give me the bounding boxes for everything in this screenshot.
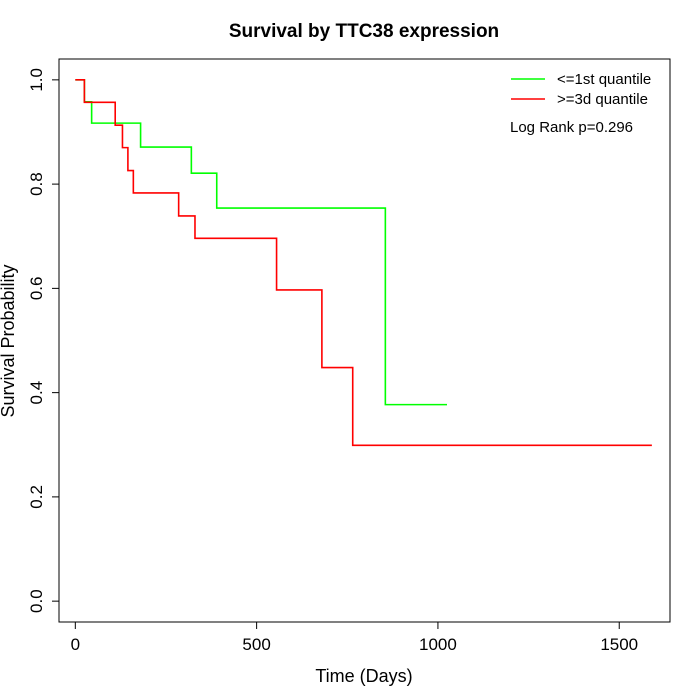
x-tick-label: 500 — [242, 635, 270, 654]
series-line-low-expression — [75, 79, 447, 406]
log-rank-annotation: Log Rank p=0.296 — [510, 119, 633, 136]
y-tick-label: 0.6 — [27, 277, 46, 301]
plot-frame — [58, 58, 671, 623]
y-tick-label: 0.2 — [27, 485, 46, 509]
y-tick-label: 0.8 — [27, 172, 46, 196]
legend-label-high: >=3d quantile — [557, 91, 648, 108]
y-tick-label: 0.4 — [27, 381, 46, 405]
chart-title: Survival by TTC38 expression — [229, 21, 499, 42]
y-axis: 0.0 0.2 0.4 0.6 0.8 1.0 — [27, 68, 60, 613]
x-axis-label: Time (Days) — [315, 666, 412, 686]
series-layer — [75, 79, 652, 447]
x-tick-label: 1500 — [600, 635, 638, 654]
series-line-high-expression — [75, 79, 652, 447]
x-axis: 0 500 1000 1500 — [71, 621, 638, 654]
y-tick-label: 1.0 — [27, 68, 46, 92]
y-tick-label: 0.0 — [27, 589, 46, 613]
legend-label-low: <=1st quantile — [557, 71, 651, 88]
legend: <=1st quantile >=3d quantile — [511, 71, 651, 108]
y-axis-label: Survival Probability — [0, 264, 18, 417]
x-tick-label: 1000 — [419, 635, 457, 654]
x-tick-label: 0 — [71, 635, 80, 654]
